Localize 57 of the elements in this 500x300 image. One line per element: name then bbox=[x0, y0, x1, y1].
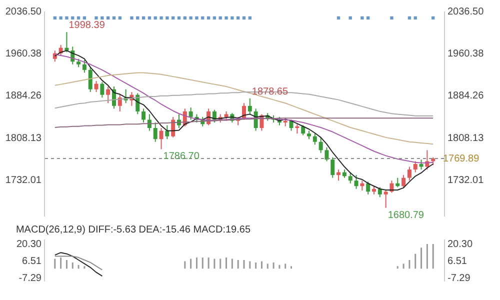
candlestick bbox=[88, 66, 92, 93]
annotation: 1878.65 bbox=[252, 86, 288, 98]
candlestick bbox=[378, 186, 382, 198]
candlestick bbox=[354, 174, 358, 190]
y-tick-label: 1808.13 bbox=[5, 132, 42, 144]
candlestick bbox=[301, 124, 306, 136]
y2-tick-label: 1732.01 bbox=[448, 174, 484, 186]
candlestick bbox=[171, 116, 176, 138]
y-tick-label: 2036.50 bbox=[5, 6, 42, 18]
candlestick bbox=[106, 86, 110, 104]
candlestick bbox=[159, 128, 164, 150]
y2-tick-label: 1808.13 bbox=[448, 132, 484, 144]
candlestick bbox=[402, 174, 406, 188]
candlestick bbox=[312, 133, 317, 146]
line-series bbox=[54, 256, 103, 270]
candlestick bbox=[94, 80, 98, 93]
candlestick bbox=[289, 119, 294, 132]
annotation: 1786.70 bbox=[163, 151, 200, 162]
y-tick-label: 6.51 bbox=[22, 256, 42, 268]
candlestick bbox=[396, 177, 400, 188]
y2-tick-label: 6.51 bbox=[448, 256, 468, 268]
candlestick bbox=[360, 180, 364, 192]
y-tick-label: -7.29 bbox=[18, 273, 42, 284]
candlestick bbox=[348, 172, 352, 184]
y2-tick-label: 2036.50 bbox=[448, 6, 484, 18]
candlestick bbox=[118, 94, 122, 112]
candlestick bbox=[188, 107, 193, 120]
y-tick-label: 20.30 bbox=[16, 239, 42, 250]
annotation: 1680.79 bbox=[388, 210, 424, 221]
candlestick bbox=[100, 82, 104, 98]
chart-title: MACD(26,12,9) DIFF:-5.63 DEA:-15.46 MACD:19.65 bbox=[16, 224, 251, 236]
annotation: 1998.39 bbox=[68, 20, 106, 32]
candlestick bbox=[165, 124, 170, 140]
candlestick bbox=[366, 181, 370, 195]
candlestick bbox=[82, 59, 86, 74]
candlestick bbox=[419, 159, 424, 170]
candlestick bbox=[330, 156, 335, 178]
y-tick-label: 1732.01 bbox=[5, 174, 42, 186]
y-tick-label: 1884.26 bbox=[5, 90, 42, 102]
y2-tick-label: 1960.38 bbox=[448, 48, 484, 60]
y2-tick-label: -7.29 bbox=[448, 273, 471, 284]
y-tick-label: 1960.38 bbox=[5, 48, 42, 60]
candlestick bbox=[147, 114, 152, 132]
candlestick bbox=[224, 110, 228, 122]
candlestick bbox=[318, 136, 323, 154]
candlestick bbox=[407, 166, 412, 182]
y2-tick-label: 1884.26 bbox=[448, 90, 484, 102]
line-series bbox=[54, 252, 103, 277]
candlestick bbox=[324, 146, 329, 162]
candlestick bbox=[153, 122, 158, 142]
candlestick bbox=[142, 108, 146, 123]
candlestick bbox=[336, 169, 341, 182]
candlestick bbox=[384, 190, 388, 208]
candlestick bbox=[248, 98, 252, 115]
candlestick bbox=[413, 160, 418, 173]
y2-tick-label: 20.30 bbox=[448, 239, 473, 250]
ref-line-label: 1769.89 bbox=[443, 154, 480, 165]
